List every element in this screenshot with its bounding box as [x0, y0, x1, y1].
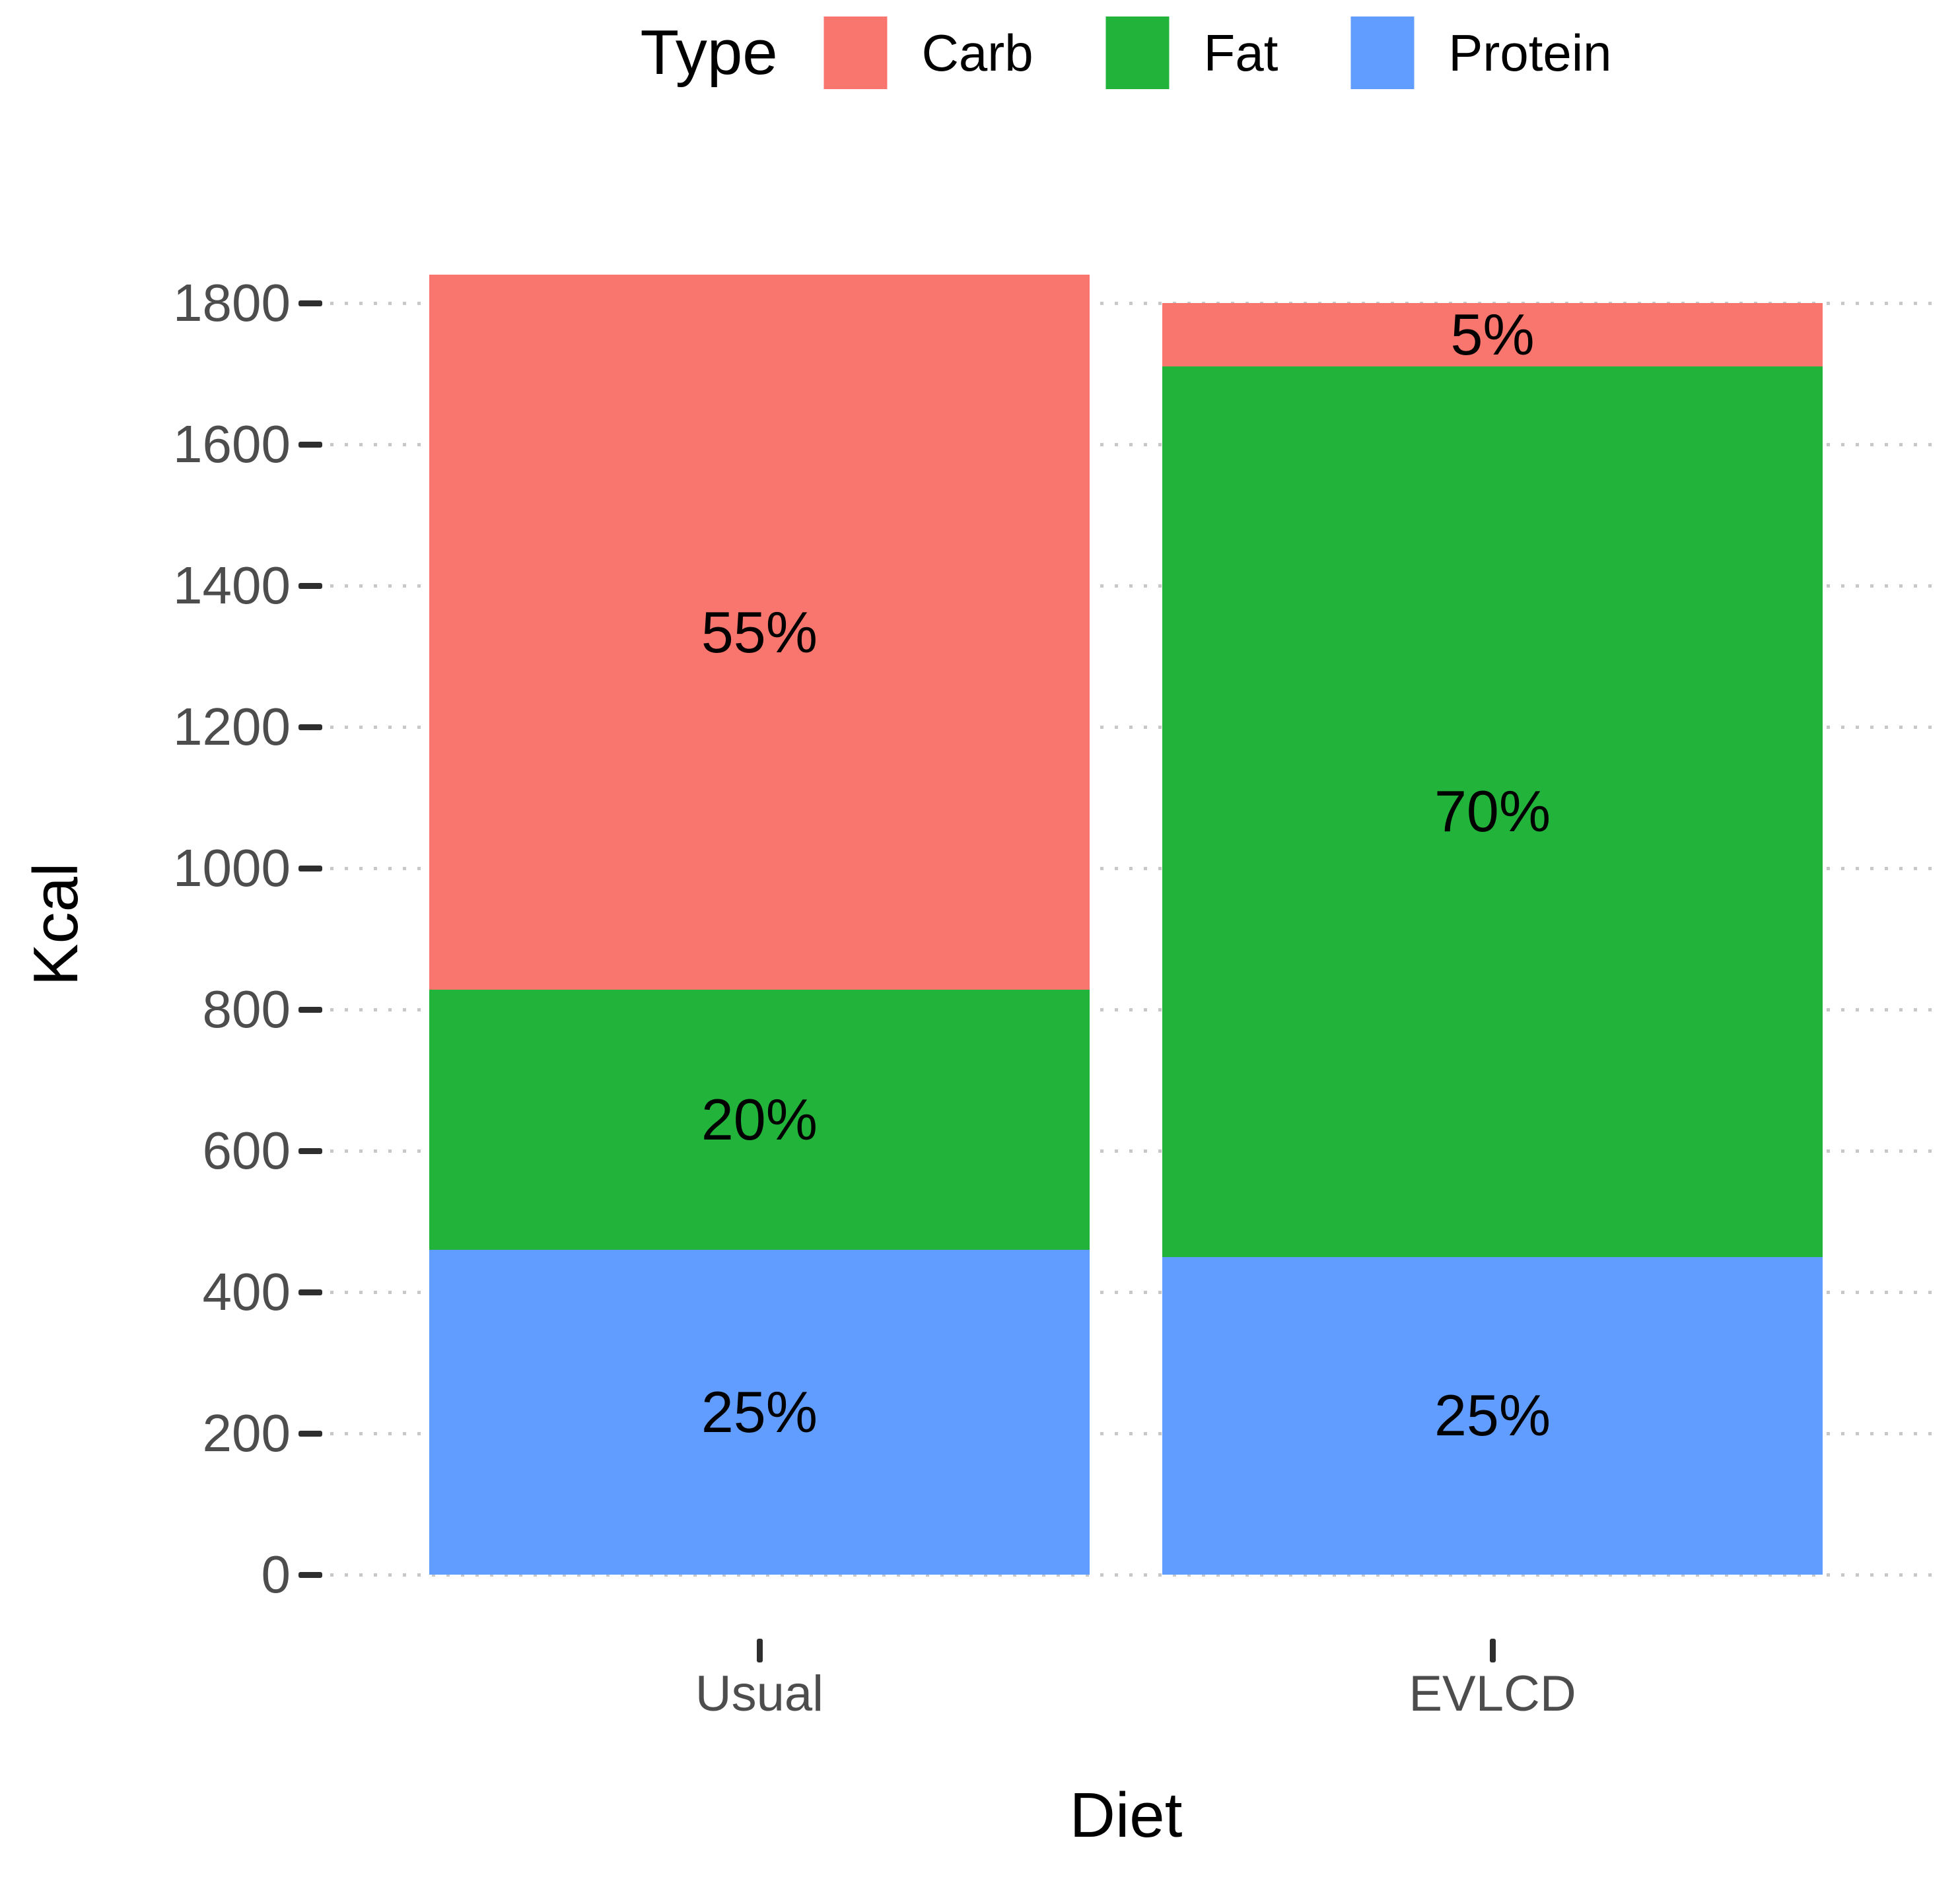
bar-segment-evlcd-carb — [1162, 303, 1823, 367]
y-tick-label: 1200 — [173, 697, 291, 756]
segment-label-evlcd-carb: 5% — [1450, 302, 1535, 368]
x-tick-label-evlcd: EVLCD — [1409, 1666, 1576, 1722]
y-axis-tick — [298, 724, 322, 730]
y-tick-label: 1800 — [173, 273, 291, 332]
gridline-200 — [330, 1432, 1932, 1435]
legend-swatch-carb — [823, 17, 888, 89]
x-axis-tick-evlcd — [1490, 1639, 1496, 1662]
y-tick-label: 1400 — [173, 556, 291, 615]
gridline-1000 — [330, 867, 1932, 870]
gridline-600 — [330, 1149, 1932, 1153]
gridline-400 — [330, 1291, 1932, 1294]
gridline-800 — [330, 1008, 1932, 1011]
bar-segment-usual-protein — [429, 1249, 1090, 1575]
legend-label-fat: Fat — [1203, 23, 1278, 82]
x-axis-title: Diet — [1069, 1780, 1183, 1851]
y-axis-tick — [298, 1007, 322, 1013]
gridline-1200 — [330, 726, 1932, 729]
y-tick-label: 0 — [261, 1545, 291, 1604]
bar-evlcd — [1162, 303, 1823, 1575]
y-axis-tick — [298, 1289, 322, 1295]
bar-segment-usual-carb — [429, 275, 1090, 990]
y-axis-tick — [298, 442, 322, 448]
segment-label-evlcd-protein: 25% — [1434, 1383, 1551, 1449]
x-axis-tick-usual — [756, 1639, 763, 1662]
y-axis-title: Kcal — [20, 862, 91, 986]
y-tick-label: 1600 — [173, 415, 291, 473]
legend-item-fat: Fat — [1105, 17, 1278, 89]
y-axis-tick — [298, 1431, 322, 1437]
y-axis-tick — [298, 300, 322, 306]
segment-label-usual-fat: 20% — [701, 1086, 818, 1152]
gridline-1400 — [330, 584, 1932, 588]
gridline-1600 — [330, 443, 1932, 446]
y-tick-label: 800 — [202, 980, 291, 1039]
gridline-1800 — [330, 302, 1932, 305]
legend-item-protein: Protein — [1350, 17, 1612, 89]
y-axis-tick — [298, 583, 322, 589]
legend-item-carb: Carb — [823, 17, 1033, 89]
y-tick-label: 1000 — [173, 838, 291, 897]
y-axis-tick — [298, 1572, 322, 1578]
y-axis-tick — [298, 866, 322, 871]
legend-title: Type — [640, 17, 778, 88]
bar-segment-evlcd-protein — [1162, 1256, 1823, 1575]
y-tick-label: 400 — [202, 1262, 291, 1321]
plot-panel: 25% 20% 55% 25% 70% 5% — [320, 238, 1932, 1577]
legend: Type Carb Fat Protein — [640, 9, 1612, 96]
segment-label-usual-carb: 55% — [701, 599, 818, 665]
x-tick-label-usual: Usual — [695, 1666, 824, 1722]
y-tick-label: 600 — [202, 1121, 291, 1180]
gridline-0 — [330, 1573, 1932, 1577]
legend-label-carb: Carb — [921, 23, 1033, 82]
bar-segment-evlcd-fat — [1162, 366, 1823, 1257]
legend-label-protein: Protein — [1448, 23, 1612, 82]
legend-swatch-fat — [1105, 17, 1170, 89]
bar-usual — [429, 275, 1090, 1575]
segment-label-evlcd-fat: 70% — [1434, 778, 1551, 844]
y-tick-label: 200 — [202, 1404, 291, 1462]
bar-segment-usual-fat — [429, 990, 1090, 1250]
legend-swatch-protein — [1350, 17, 1415, 89]
y-axis-tick — [298, 1148, 322, 1154]
segment-label-usual-protein: 25% — [701, 1379, 818, 1445]
